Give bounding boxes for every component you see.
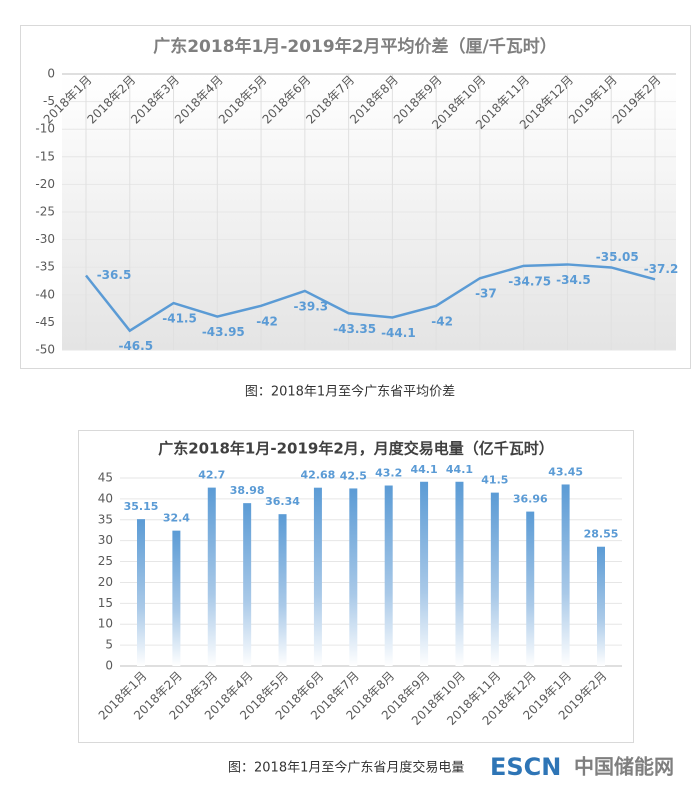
chart-title: 广东2018年1月-2019年2月，月度交易电量（亿千瓦时）	[158, 440, 554, 458]
bar	[490, 492, 499, 666]
value-label: 41.5	[481, 474, 508, 487]
value-label: 43.45	[548, 465, 583, 478]
bar	[384, 485, 393, 666]
bar	[597, 546, 605, 666]
y-tick-label: -15	[35, 149, 55, 163]
bar	[420, 481, 429, 666]
y-tick-label: -40	[35, 287, 55, 301]
y-tick-label: 15	[98, 596, 113, 610]
y-tick-label: 0	[105, 659, 113, 673]
y-tick-label: 35	[98, 512, 113, 526]
bar	[207, 487, 216, 666]
bar	[313, 487, 322, 666]
bar	[526, 511, 535, 666]
bar	[137, 519, 145, 666]
caption: 图：2018年1月至今广东省平均价差	[245, 384, 455, 400]
value-label: -36.5	[97, 268, 132, 282]
value-label: -35.05	[596, 250, 639, 264]
value-label: -41.5	[162, 312, 197, 326]
value-label: 36.96	[513, 493, 548, 506]
y-tick-label: -5	[43, 94, 55, 108]
y-tick-label: 10	[98, 617, 113, 631]
watermark-name: 中国储能网	[574, 755, 674, 779]
value-label: -46.5	[118, 339, 153, 353]
y-tick-label: 20	[98, 575, 113, 589]
bar	[172, 530, 181, 666]
y-tick-label: 5	[105, 638, 113, 652]
value-label: -42	[431, 314, 453, 328]
y-tick-label: 25	[98, 554, 113, 568]
value-label: 42.5	[340, 469, 367, 482]
bar	[455, 481, 464, 666]
bar	[278, 514, 287, 666]
y-tick-label: -10	[35, 122, 55, 136]
value-label: 38.98	[230, 484, 265, 497]
value-label: 43.2	[375, 467, 402, 480]
y-tick-label: -45	[35, 315, 55, 329]
value-label: 32.4	[163, 512, 190, 525]
y-tick-label: -35	[35, 260, 55, 274]
bar	[243, 503, 252, 666]
value-label: 44.1	[411, 463, 438, 476]
line	[85, 263, 656, 333]
y-tick-label: 30	[98, 533, 113, 547]
value-label: 35.15	[124, 500, 159, 513]
value-label: -44.1	[381, 326, 416, 340]
value-label: 28.55	[584, 528, 619, 541]
bar	[349, 488, 358, 666]
value-label: -39.3	[294, 299, 329, 313]
caption: 图：2018年1月至今广东省月度交易电量	[228, 760, 464, 776]
value-label: -42	[256, 314, 278, 328]
y-tick-label: 45	[98, 471, 113, 485]
y-tick-label: 0	[47, 67, 55, 81]
bar	[561, 484, 570, 666]
value-label: 36.34	[265, 495, 300, 508]
value-label: -34.5	[556, 273, 591, 287]
value-label: -34.75	[508, 274, 551, 288]
value-label: 44.1	[446, 463, 473, 476]
value-label: -37.2	[644, 262, 679, 276]
chart-title: 广东2018年1月-2019年2月平均价差（厘/千瓦时）	[153, 36, 557, 57]
value-label: 42.7	[198, 469, 225, 482]
value-label: -43.95	[202, 325, 245, 339]
y-tick-label: -50	[35, 343, 55, 357]
value-label: 42.68	[301, 469, 336, 482]
y-tick-label: -30	[35, 232, 55, 246]
y-tick-label: -25	[35, 205, 55, 219]
value-label: -37	[475, 287, 497, 301]
y-tick-label: 40	[98, 491, 113, 505]
y-tick-label: -20	[35, 177, 55, 191]
watermark-brand: ESCN	[490, 753, 561, 781]
value-label: -43.35	[333, 322, 376, 336]
